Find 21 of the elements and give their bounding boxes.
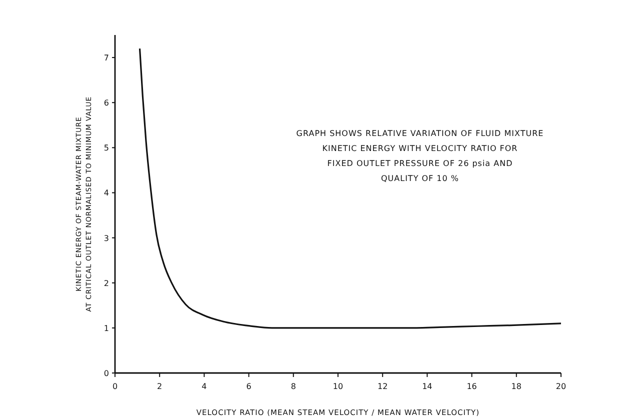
x-tick-label: 0 xyxy=(112,382,118,391)
y-tick-label: 2 xyxy=(104,278,109,288)
x-tick-label: 14 xyxy=(422,382,432,391)
y-tick-label: 1 xyxy=(104,324,109,333)
x-tick-label: 8 xyxy=(290,382,296,391)
x-tick-label: 20 xyxy=(556,382,566,391)
line-series xyxy=(138,48,562,329)
x-tick-label: 16 xyxy=(466,382,477,391)
y-tick-label: 7 xyxy=(104,54,109,63)
x-tick-label: 18 xyxy=(511,382,522,391)
x-tick-label: 12 xyxy=(378,382,388,391)
y-tick-label: 3 xyxy=(104,234,109,243)
x-tick-label: 6 xyxy=(246,382,252,391)
y-tick-label: 5 xyxy=(104,144,109,153)
y-tick-label: 0 xyxy=(104,369,109,378)
x-tick-label: 4 xyxy=(202,382,207,391)
x-tick-label: 2 xyxy=(157,382,162,391)
y-tick-label: 6 xyxy=(104,98,109,108)
annotation: GRAPH SHOWS RELATIVE VARIATION OF FLUID MIXTURE KINETIC ENERGY WITH VELOCITY RATIO FOR FIXED OUTLET PRESSURE OF 26 psia AND QUALITY OF 10 % xyxy=(296,129,544,183)
x-tick-label: 10 xyxy=(332,382,344,391)
y-tick-label: 4 xyxy=(104,188,109,198)
